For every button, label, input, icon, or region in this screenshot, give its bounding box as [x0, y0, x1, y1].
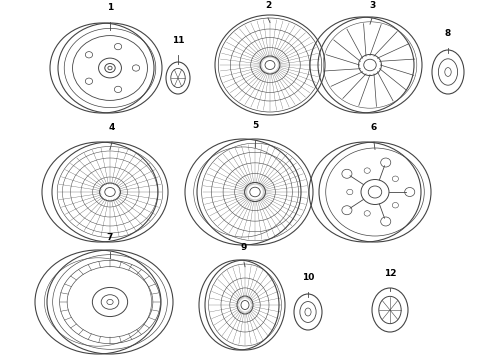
Text: 9: 9: [241, 243, 247, 252]
Text: 12: 12: [384, 269, 396, 278]
Text: 6: 6: [371, 123, 377, 132]
Text: 10: 10: [302, 273, 314, 282]
Text: 7: 7: [107, 233, 113, 242]
Text: 8: 8: [445, 29, 451, 38]
Text: 1: 1: [107, 3, 113, 12]
Text: 11: 11: [172, 36, 184, 45]
Text: 5: 5: [252, 121, 258, 130]
Text: 3: 3: [369, 1, 375, 10]
Text: 4: 4: [109, 123, 115, 132]
Text: 2: 2: [265, 1, 271, 10]
